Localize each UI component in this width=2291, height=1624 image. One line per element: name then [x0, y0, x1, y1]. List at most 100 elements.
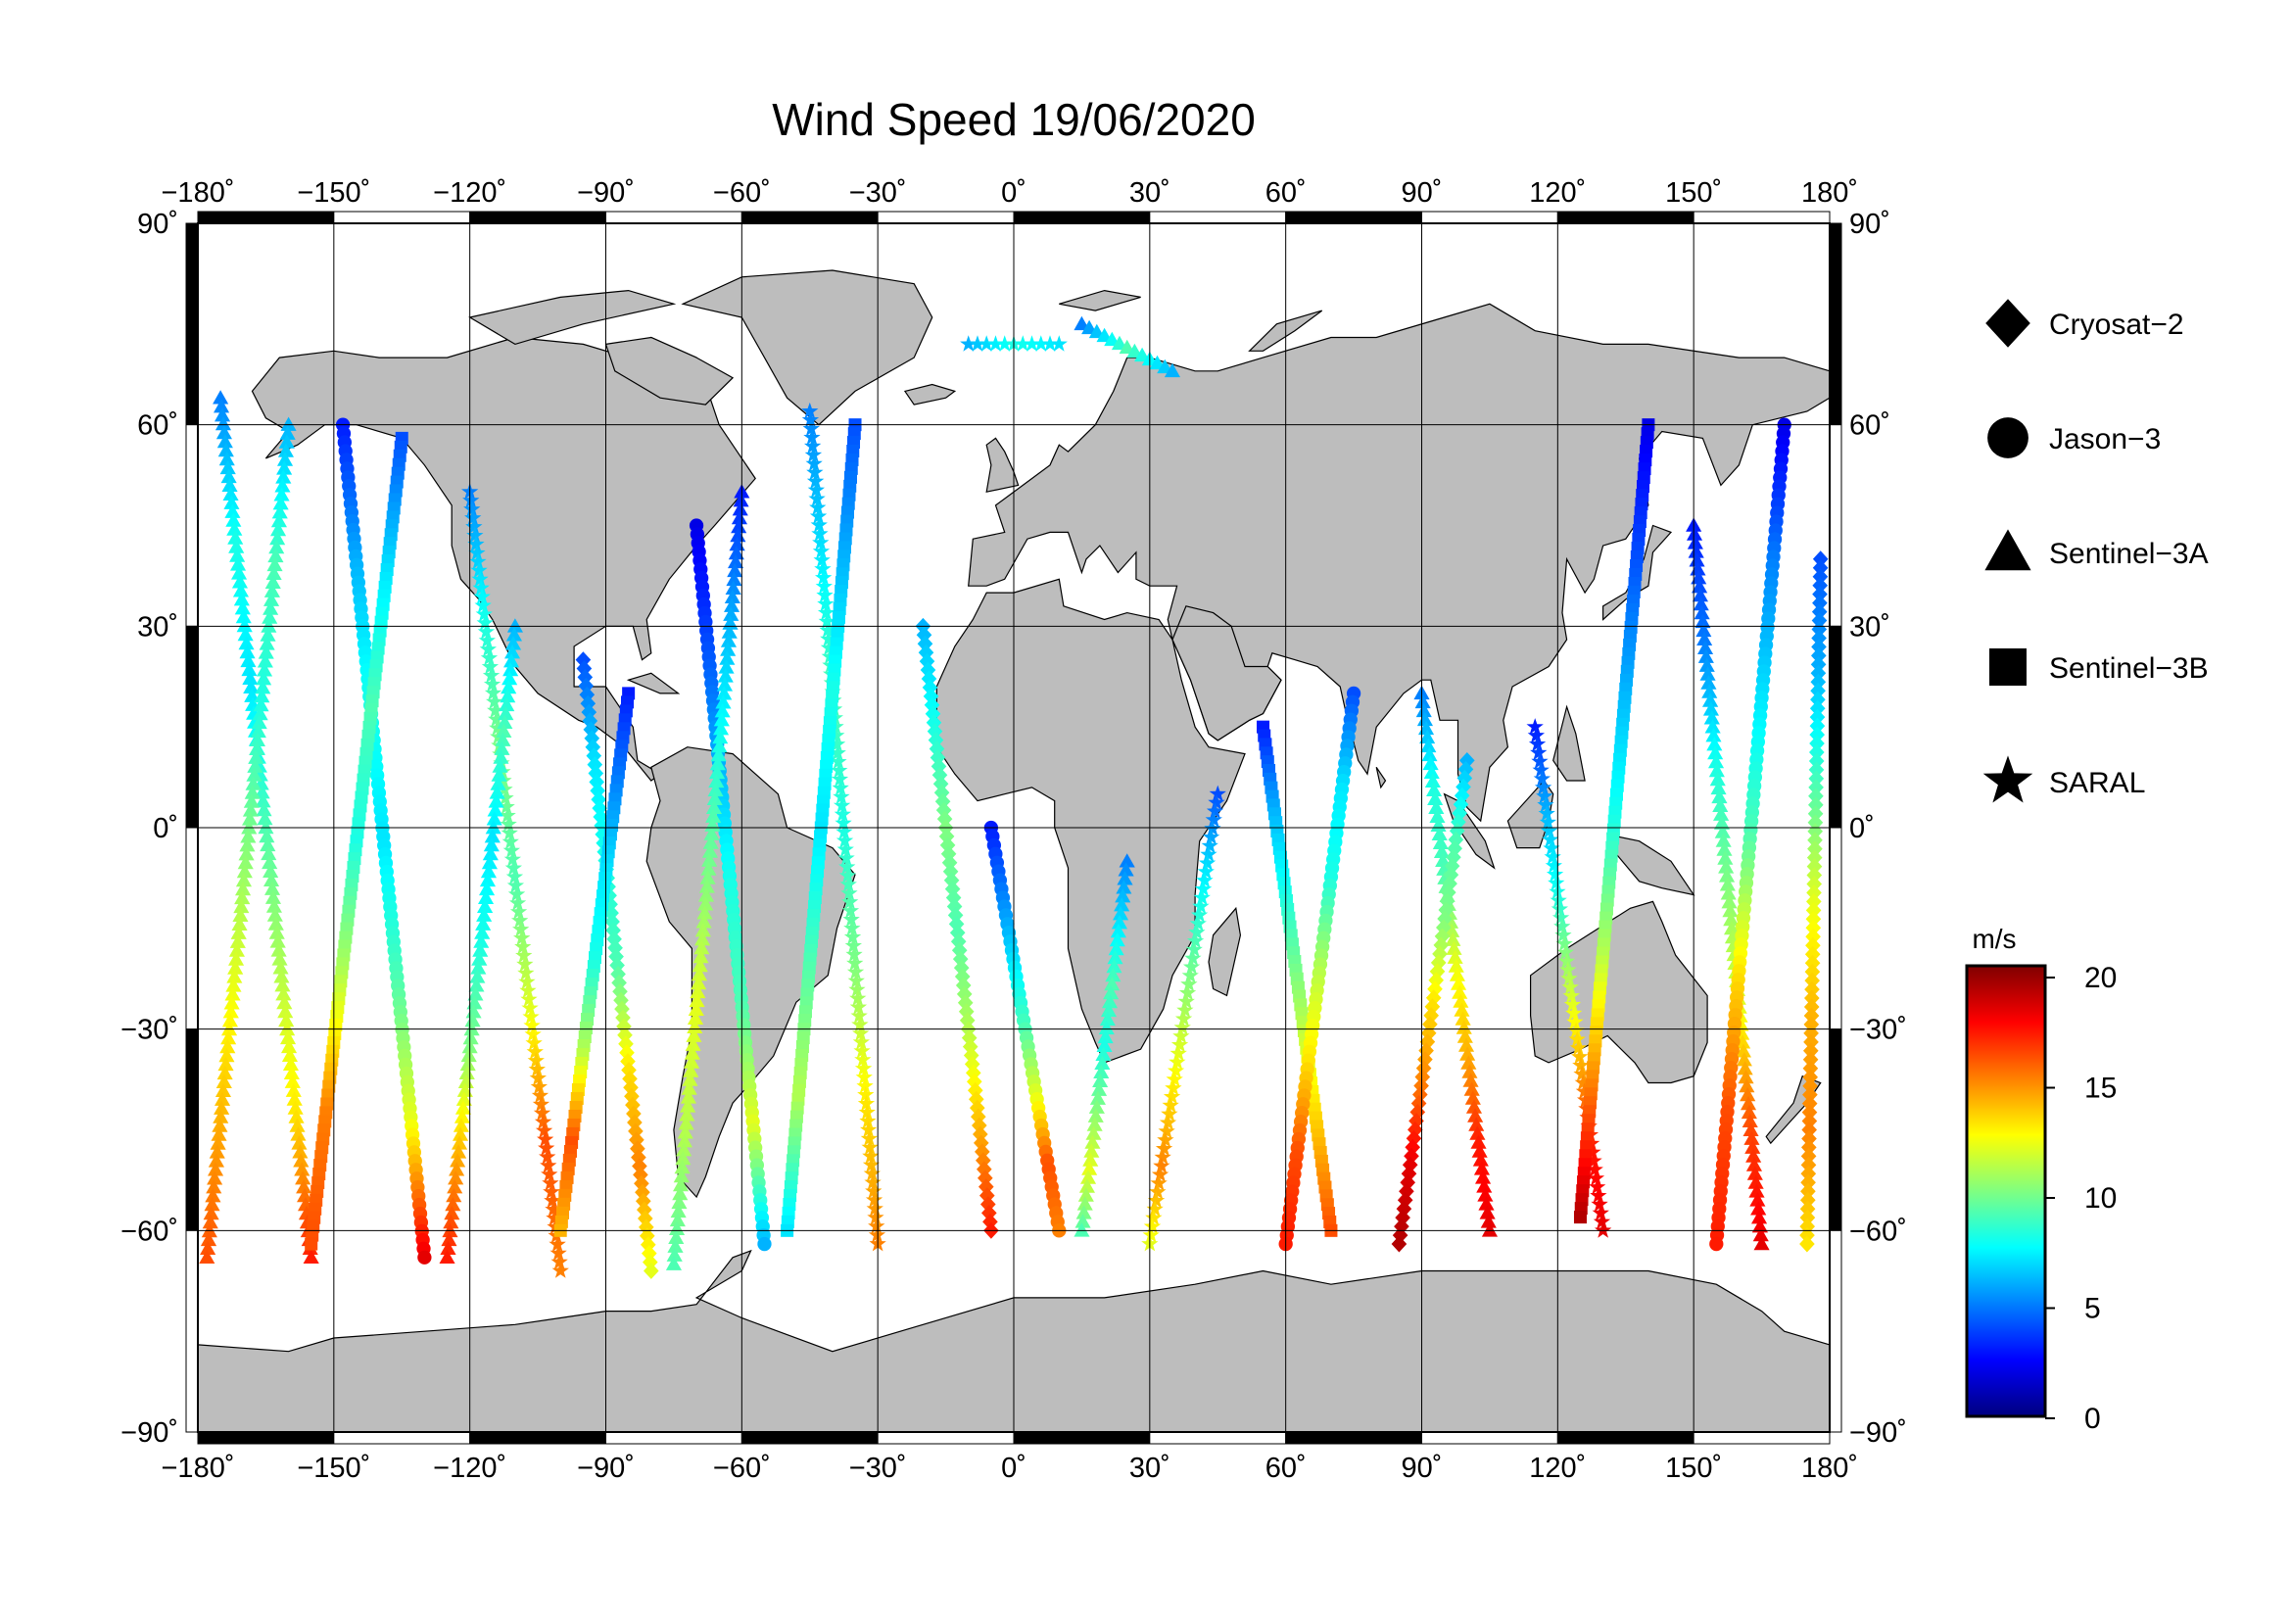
track-marker	[502, 662, 519, 677]
track-marker	[221, 1013, 238, 1027]
track-sentinel-3a-5	[439, 618, 523, 1264]
track-marker	[1167, 1062, 1185, 1078]
track-marker	[470, 960, 487, 975]
track-marker	[453, 1126, 469, 1141]
track-marker	[1473, 1161, 1490, 1175]
frame-segment-bottom	[740, 1431, 879, 1445]
track-marker	[454, 1100, 471, 1115]
frame-segment-top	[469, 211, 606, 224]
track-marker	[1418, 1042, 1434, 1060]
track-marker	[1464, 1090, 1481, 1105]
track-marker	[500, 815, 517, 833]
track-marker	[1740, 1086, 1756, 1102]
track-marker	[252, 705, 268, 721]
track-marker	[541, 1166, 558, 1182]
track-marker	[868, 1226, 886, 1243]
track-marker	[244, 688, 261, 702]
track-marker	[222, 486, 239, 501]
track-marker	[1540, 822, 1558, 838]
track-marker	[1146, 1200, 1164, 1218]
track-marker	[696, 905, 713, 920]
track-marker	[506, 877, 525, 893]
frame-segment-top	[877, 211, 1015, 224]
track-marker	[1742, 1122, 1759, 1136]
track-marker	[549, 1235, 566, 1252]
track-marker	[471, 951, 488, 966]
track-marker	[1810, 682, 1826, 699]
track-marker	[208, 1162, 224, 1176]
track-marker	[1715, 833, 1732, 847]
track-marker	[981, 1205, 997, 1221]
legend-item-square: Sentinel−3B	[1989, 648, 2209, 686]
track-marker	[1446, 940, 1462, 955]
track-marker	[1753, 1236, 1770, 1251]
track-marker	[483, 837, 500, 852]
track-marker	[1735, 1043, 1751, 1058]
track-marker	[492, 758, 508, 773]
track-marker	[689, 992, 705, 1008]
track-marker	[1551, 900, 1568, 917]
track-marker	[517, 964, 535, 980]
track-marker	[1812, 577, 1828, 595]
track-marker	[287, 1100, 304, 1115]
track-marker	[1800, 1165, 1817, 1182]
track-marker	[1801, 1095, 1818, 1113]
track-marker	[489, 719, 506, 736]
track-marker	[1536, 788, 1553, 804]
track-marker	[606, 931, 622, 948]
track-marker	[967, 1073, 982, 1090]
track-marker	[807, 481, 825, 498]
track-marker	[672, 1185, 689, 1201]
frame-segment-left	[185, 222, 199, 426]
track-sentinel-3a-9	[665, 484, 750, 1270]
track-marker	[1543, 839, 1560, 856]
track-marker	[519, 981, 537, 998]
track-marker	[1081, 1161, 1098, 1175]
track-marker	[726, 571, 742, 587]
track-marker	[667, 1238, 684, 1253]
track-cryosat-2-12	[915, 617, 999, 1239]
track-marker	[1693, 597, 1709, 611]
track-marker	[617, 1027, 633, 1044]
track-marker	[1094, 1055, 1111, 1070]
track-marker	[518, 973, 536, 989]
track-marker	[1694, 613, 1711, 629]
track-marker	[1208, 793, 1225, 810]
track-marker	[539, 1148, 556, 1165]
track-marker	[917, 635, 933, 652]
track-marker	[1748, 1183, 1765, 1198]
lon-tick-label-top: −30˚	[849, 177, 907, 209]
frame-segment-bottom	[469, 1431, 606, 1445]
track-marker	[676, 1133, 692, 1148]
track-marker	[1408, 1113, 1424, 1129]
track-marker	[1749, 1192, 1766, 1207]
track-marker	[1743, 1130, 1760, 1145]
track-marker	[969, 335, 986, 352]
track-marker	[837, 849, 855, 866]
track-marker	[1401, 1165, 1417, 1182]
track-marker	[232, 907, 249, 922]
lat-tick-label-left: 90˚	[137, 209, 178, 240]
track-marker	[1593, 1213, 1611, 1229]
track-marker	[1142, 1226, 1160, 1243]
track-marker	[819, 621, 836, 638]
track-marker	[1807, 832, 1823, 849]
track-marker	[1722, 903, 1739, 918]
track-marker	[439, 1249, 455, 1264]
track-marker	[455, 1091, 472, 1106]
track-marker	[1546, 865, 1564, 883]
track-marker	[693, 940, 710, 955]
track-marker	[1429, 963, 1446, 980]
track-marker	[533, 1104, 551, 1121]
track-marker	[616, 1018, 632, 1035]
track-marker	[225, 512, 242, 527]
lon-tick-label-bottom: 30˚	[1129, 1453, 1170, 1484]
track-marker	[227, 530, 244, 545]
land-scandinavia-islands	[1059, 289, 1141, 311]
track-jason-3-2	[335, 417, 432, 1265]
track-marker	[446, 1188, 462, 1203]
track-marker	[618, 1035, 634, 1053]
track-marker	[224, 986, 241, 1001]
track-marker	[1575, 1082, 1594, 1099]
track-marker	[462, 1029, 479, 1045]
